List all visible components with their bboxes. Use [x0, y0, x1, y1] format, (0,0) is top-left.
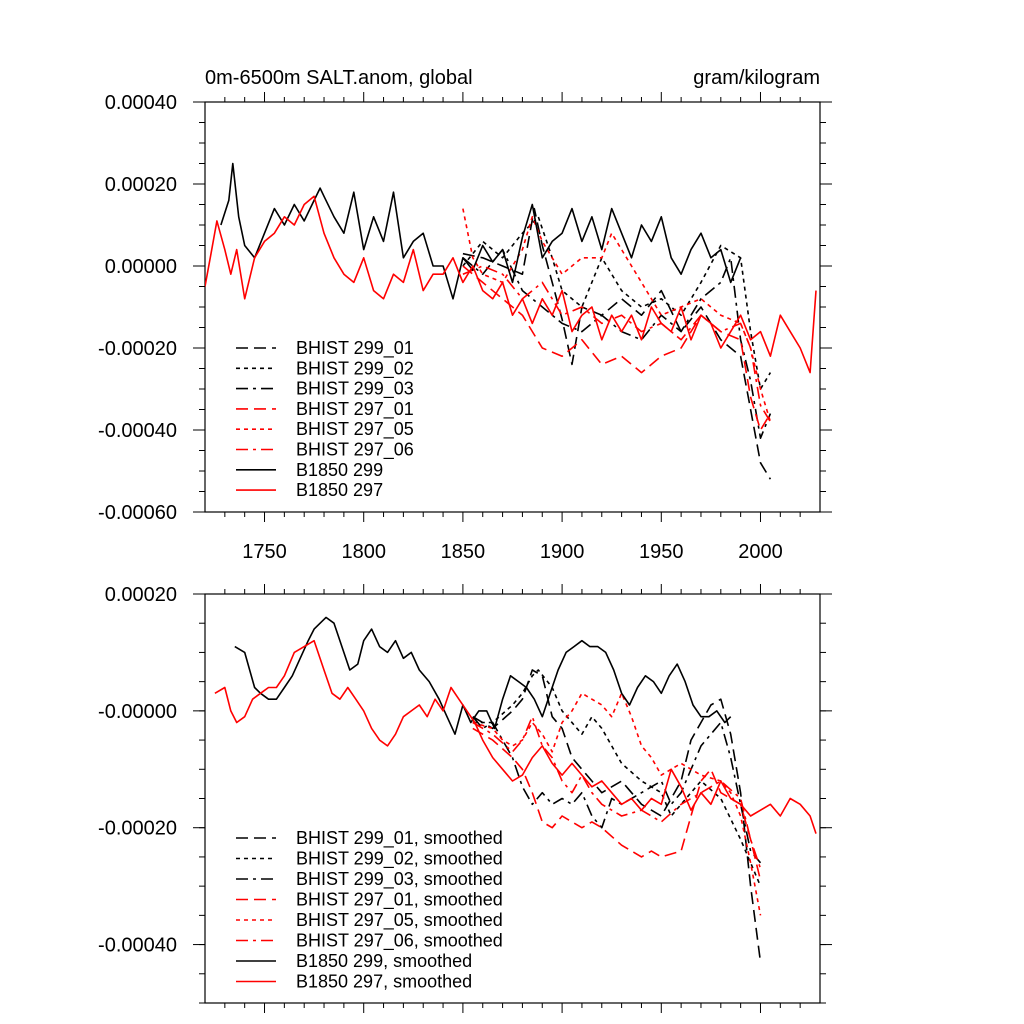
- x-tick-label: 1900: [540, 541, 585, 563]
- top-panel: 1750 1800 1850 1900 1950 2000 0.00040 0.00020 0.…: [98, 67, 832, 563]
- series-line-bhist-297-01: [462, 265, 772, 431]
- legend-label-bhist-299-01-smoothed: BHIST 299_01, smoothed: [296, 828, 503, 849]
- series-line-bhist-297-06-smoothed: [472, 715, 762, 869]
- series-line-b1850-297-smoothed: [214, 639, 817, 834]
- chart-title: 0m-6500m SALT.anom, global: [205, 67, 473, 89]
- y-tick-label: -0.00060: [98, 502, 177, 524]
- legend-label-bhist-297-01: BHIST 297_01: [296, 399, 414, 420]
- legend-label-b1850-297-smoothed: B1850 297, smoothed: [296, 972, 472, 992]
- y-tick-label: -0.00000: [98, 701, 177, 723]
- legend-label-bhist-297-05: BHIST 297_05: [296, 419, 414, 440]
- legend-label-bhist-297-06: BHIST 297_06: [296, 440, 414, 461]
- series-line-bhist-299-03-smoothed: [472, 716, 762, 864]
- legend-label-b1850-299-smoothed: B1850 299, smoothed: [296, 951, 472, 971]
- y-tick-label: 0.00020: [105, 584, 177, 606]
- legend-label-bhist-299-02-smoothed: BHIST 299_02, smoothed: [296, 849, 503, 870]
- series-line-b1850-299: [220, 162, 742, 300]
- series-line-bhist-297-05: [462, 208, 772, 423]
- series-line-bhist-299-01-smoothed: [472, 669, 762, 963]
- series-line-bhist-299-03: [462, 248, 772, 440]
- y-tick-label: 0.00020: [105, 174, 177, 196]
- y-tick-label: 0.00040: [105, 92, 177, 114]
- series-line-bhist-299-02-smoothed: [472, 669, 762, 887]
- y-tick-label: -0.00040: [98, 420, 177, 442]
- x-tick-label: 1750: [242, 541, 287, 563]
- series-group: [214, 616, 817, 963]
- units-label: gram/kilogram: [693, 67, 820, 89]
- series-line-bhist-297-01-smoothed: [472, 727, 762, 881]
- legend-label-bhist-297-01-smoothed: BHIST 297_01, smoothed: [296, 890, 503, 911]
- series-line-bhist-297-05-smoothed: [472, 692, 762, 916]
- x-tick-label: 2000: [738, 541, 783, 563]
- legend-label-b1850-297: B1850 297: [296, 480, 383, 500]
- legend-label-bhist-299-02: BHIST 299_02: [296, 358, 414, 379]
- series-line-b1850-297: [205, 195, 817, 374]
- legend-label-b1850-299: B1850 299: [296, 460, 383, 480]
- legend-label-bhist-299-01: BHIST 299_01: [296, 338, 414, 359]
- legend-label-bhist-297-06-smoothed: BHIST 297_06, smoothed: [296, 931, 503, 952]
- y-tick-label: 0.00000: [105, 256, 177, 278]
- y-tick-label: -0.00020: [98, 818, 177, 840]
- legend-label-bhist-299-03-smoothed: BHIST 299_03, smoothed: [296, 869, 503, 890]
- legend-label-bhist-299-03: BHIST 299_03: [296, 379, 414, 400]
- x-tick-label: 1950: [639, 541, 684, 563]
- bottom-panel: 0.00020 -0.00000 -0.00020 -0.00040 BHIST 299…: [98, 584, 832, 1013]
- series-group: [205, 162, 817, 480]
- x-tick-label: 1850: [441, 541, 486, 563]
- x-tick-label: 1800: [341, 541, 386, 563]
- legend-label-bhist-297-05-smoothed: BHIST 297_05, smoothed: [296, 910, 503, 931]
- y-tick-label: -0.00040: [98, 935, 177, 957]
- y-tick-label: -0.00020: [98, 338, 177, 360]
- series-line-bhist-299-01: [462, 207, 772, 480]
- series-line-b1850-299-smoothed: [234, 616, 732, 736]
- series-line-bhist-297-06: [462, 265, 772, 423]
